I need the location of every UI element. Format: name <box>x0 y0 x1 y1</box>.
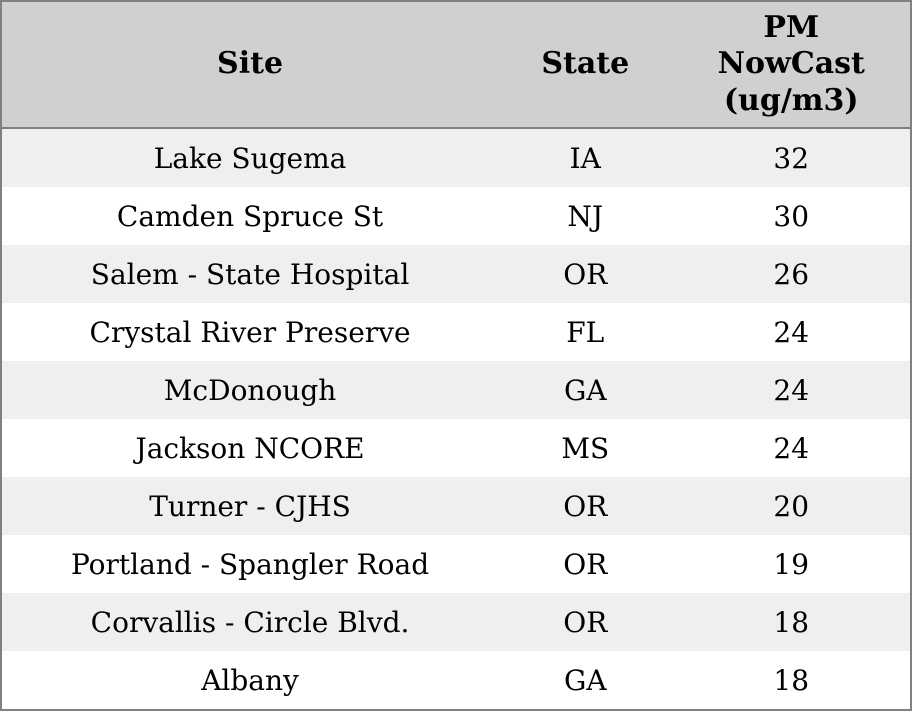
table-row: McDonough GA 24 <box>1 361 911 419</box>
table-row: Albany GA 18 <box>1 651 911 710</box>
cell-site: Corvallis - Circle Blvd. <box>1 593 499 651</box>
table-row: Camden Spruce St NJ 30 <box>1 187 911 245</box>
cell-pm-nowcast-ugm3: 18 <box>672 651 911 710</box>
cell-pm-nowcast-ugm3: 32 <box>672 128 911 187</box>
cell-pm-nowcast-ugm3: 26 <box>672 245 911 303</box>
cell-pm-nowcast-ugm3: 24 <box>672 419 911 477</box>
cell-site: McDonough <box>1 361 499 419</box>
cell-state: OR <box>498 477 673 535</box>
table-row: Lake Sugema IA 32 <box>1 128 911 187</box>
cell-state: OR <box>498 245 673 303</box>
table-body: Lake Sugema IA 32 Camden Spruce St NJ 30 Salem… <box>1 128 911 710</box>
cell-pm-nowcast-ugm3: 19 <box>672 535 911 593</box>
cell-site: Jackson NCORE <box>1 419 499 477</box>
cell-state: IA <box>498 128 673 187</box>
table-row: Corvallis - Circle Blvd. OR 18 <box>1 593 911 651</box>
cell-site: Lake Sugema <box>1 128 499 187</box>
cell-site: Albany <box>1 651 499 710</box>
cell-state: FL <box>498 303 673 361</box>
cell-site: Salem - State Hospital <box>1 245 499 303</box>
cell-site: Crystal River Preserve <box>1 303 499 361</box>
cell-site: Portland - Spangler Road <box>1 535 499 593</box>
cell-state: OR <box>498 535 673 593</box>
cell-pm-nowcast-ugm3: 24 <box>672 303 911 361</box>
cell-state: NJ <box>498 187 673 245</box>
col-header-pm-nowcast: PM NowCast (ug/m3) <box>672 1 911 129</box>
table-row: Crystal River Preserve FL 24 <box>1 303 911 361</box>
cell-pm-nowcast-ugm3: 18 <box>672 593 911 651</box>
table-row: Portland - Spangler Road OR 19 <box>1 535 911 593</box>
table-row: Turner - CJHS OR 20 <box>1 477 911 535</box>
cell-pm-nowcast-ugm3: 20 <box>672 477 911 535</box>
col-header-site: Site <box>1 1 499 129</box>
cell-state: OR <box>498 593 673 651</box>
table-row: Salem - State Hospital OR 26 <box>1 245 911 303</box>
cell-state: GA <box>498 651 673 710</box>
cell-site: Turner - CJHS <box>1 477 499 535</box>
table-header: Site State PM NowCast (ug/m3) <box>1 1 911 129</box>
col-header-state: State <box>498 1 673 129</box>
cell-state: MS <box>498 419 673 477</box>
cell-pm-nowcast-ugm3: 24 <box>672 361 911 419</box>
cell-pm-nowcast-ugm3: 30 <box>672 187 911 245</box>
cell-site: Camden Spruce St <box>1 187 499 245</box>
table-row: Jackson NCORE MS 24 <box>1 419 911 477</box>
header-row: Site State PM NowCast (ug/m3) <box>1 1 911 129</box>
cell-state: GA <box>498 361 673 419</box>
